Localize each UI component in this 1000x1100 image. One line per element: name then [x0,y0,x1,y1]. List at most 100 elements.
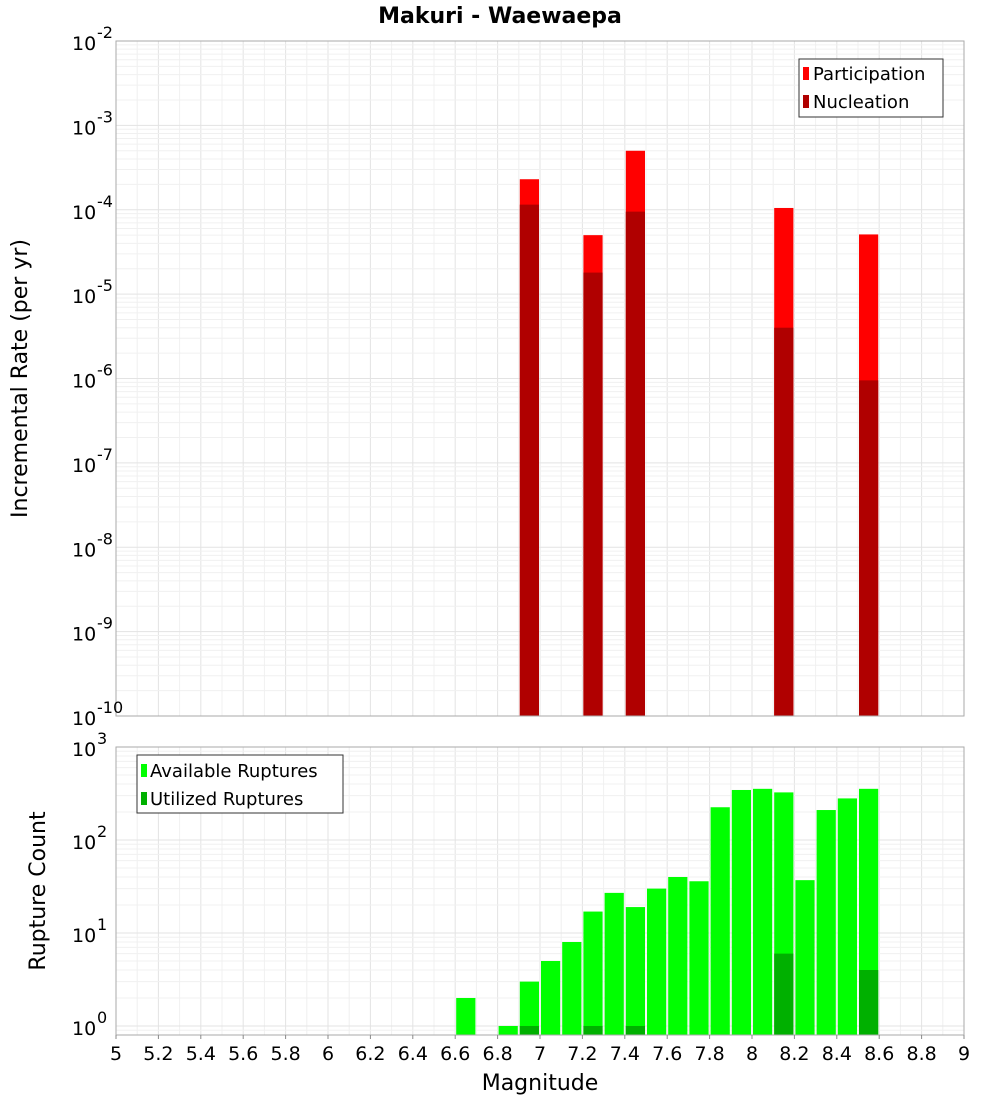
utilized-bar [774,953,794,1035]
x-tick-label: 5.8 [270,1043,300,1065]
y-tick-exponent: 0 [97,1008,107,1027]
x-tick-label: 6.8 [482,1043,512,1065]
y-tick-label: 10 [72,832,96,854]
x-ticks: 5 5.2 5.4 5.6 5.8 6 6.2 6.4 6.6 6.8 7 7.2 7.4 7.6 7.8 8… [110,1035,970,1065]
y-tick-exponent: -9 [97,614,113,633]
available-bar [689,881,709,1035]
available-bar [541,960,561,1035]
available-bar [668,877,688,1035]
count-legend-box [136,754,344,814]
rate-grid [115,41,965,717]
x-tick-label: 5.4 [186,1043,216,1065]
x-tick-label: 5.6 [228,1043,258,1065]
available-bar [456,997,476,1035]
x-tick-label: 8 [746,1043,758,1065]
rate-y-axis-label: Incremental Rate (per yr) [8,239,33,518]
rate-legend-box [798,58,944,118]
x-tick-label: 7.8 [694,1043,724,1065]
count-y-axis-label: Rupture Count [26,811,51,971]
x-tick-label: 6.4 [398,1043,428,1065]
available-bar [753,788,773,1035]
legend-label-participation: Participation [813,64,925,85]
nucleation-bar [519,204,539,717]
available-bar [562,942,582,1035]
nucleation-bar [859,380,879,716]
available-bar [710,807,730,1035]
utilized-bar [859,969,879,1035]
y-tick-label: 10 [72,624,96,646]
x-tick-label: 5 [110,1043,122,1065]
rate-bars [519,150,879,717]
y-tick-exponent: -7 [97,445,113,464]
utilized-bar [583,1025,603,1035]
x-tick-label: 6.6 [440,1043,470,1065]
x-tick-label: 7.4 [610,1043,640,1065]
y-tick-exponent: -5 [97,276,113,295]
legend-swatch-participation [803,67,809,80]
available-bar [731,789,751,1035]
x-tick-label: 9 [958,1043,970,1065]
y-tick-exponent: -3 [97,107,113,126]
chart-title: Makuri - Waewaepa [378,4,622,29]
y-tick-exponent: -2 [97,23,113,42]
x-tick-label: 5.2 [143,1043,173,1065]
y-tick-exponent: -8 [97,529,113,548]
available-bar [498,1025,518,1035]
y-tick-label: 10 [72,739,96,761]
rate-legend: Participation Nucleation [798,58,944,118]
y-tick-label: 10 [72,708,96,730]
x-tick-label: 8.2 [779,1043,809,1065]
y-tick-label: 10 [72,33,96,55]
y-tick-label: 10 [72,117,96,139]
y-tick-label: 10 [72,539,96,561]
x-tick-label: 6.2 [355,1043,385,1065]
count-bars [456,788,879,1035]
y-tick-label: 10 [72,202,96,224]
available-bar [647,888,667,1035]
count-legend: Available Ruptures Utilized Ruptures [136,754,344,814]
y-tick-exponent: -10 [97,698,123,717]
rate-plot-frame [115,40,965,717]
y-tick-label: 10 [72,925,96,947]
legend-swatch-nucleation [803,95,809,108]
y-tick-label: 10 [72,1018,96,1040]
y-tick-label: 10 [72,371,96,393]
y-tick-exponent: -4 [97,192,113,211]
x-tick-label: 6 [322,1043,334,1065]
available-bar [519,981,539,1035]
y-tick-exponent: 3 [97,729,107,748]
x-axis-label: Magnitude [482,1071,599,1096]
available-bar [583,911,603,1035]
available-bar [604,892,624,1035]
y-tick-exponent: 1 [97,915,107,934]
available-bar [795,880,815,1035]
y-tick-exponent: 2 [97,822,107,841]
x-tick-label: 8.8 [906,1043,936,1065]
x-tick-label: 7 [534,1043,546,1065]
utilized-bar [625,1025,645,1035]
legend-label-available: Available Ruptures [150,761,318,782]
nucleation-bar [774,327,794,716]
x-tick-label: 8.6 [864,1043,894,1065]
legend-swatch-utilized [141,792,147,805]
available-bar [837,798,857,1035]
legend-label-utilized: Utilized Ruptures [150,789,303,810]
nucleation-bar [625,211,645,716]
y-tick-label: 10 [72,286,96,308]
y-tick-exponent: -6 [97,361,113,380]
x-tick-label: 8.4 [822,1043,852,1065]
x-tick-label: 7.6 [652,1043,682,1065]
available-bar [625,907,645,1035]
y-tick-label: 10 [72,455,96,477]
nucleation-bar [583,272,603,716]
x-tick-label: 7.2 [567,1043,597,1065]
utilized-bar [519,1025,539,1035]
available-bar [816,810,836,1035]
legend-label-nucleation: Nucleation [813,92,909,113]
legend-swatch-available [141,764,147,777]
